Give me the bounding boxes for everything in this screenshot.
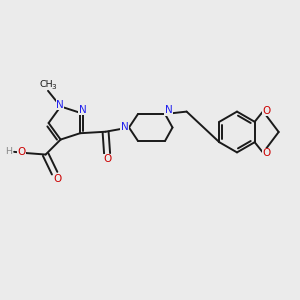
- Text: O: O: [103, 154, 112, 164]
- Text: O: O: [17, 147, 26, 157]
- Text: CH: CH: [40, 80, 53, 89]
- Text: N: N: [56, 100, 64, 110]
- Text: O: O: [262, 106, 271, 116]
- Text: N: N: [121, 122, 128, 133]
- Text: O: O: [53, 173, 62, 184]
- Text: N: N: [79, 105, 86, 115]
- Text: 3: 3: [52, 84, 56, 90]
- Text: N: N: [165, 105, 172, 116]
- Text: H: H: [5, 147, 12, 156]
- Text: O: O: [262, 148, 271, 158]
